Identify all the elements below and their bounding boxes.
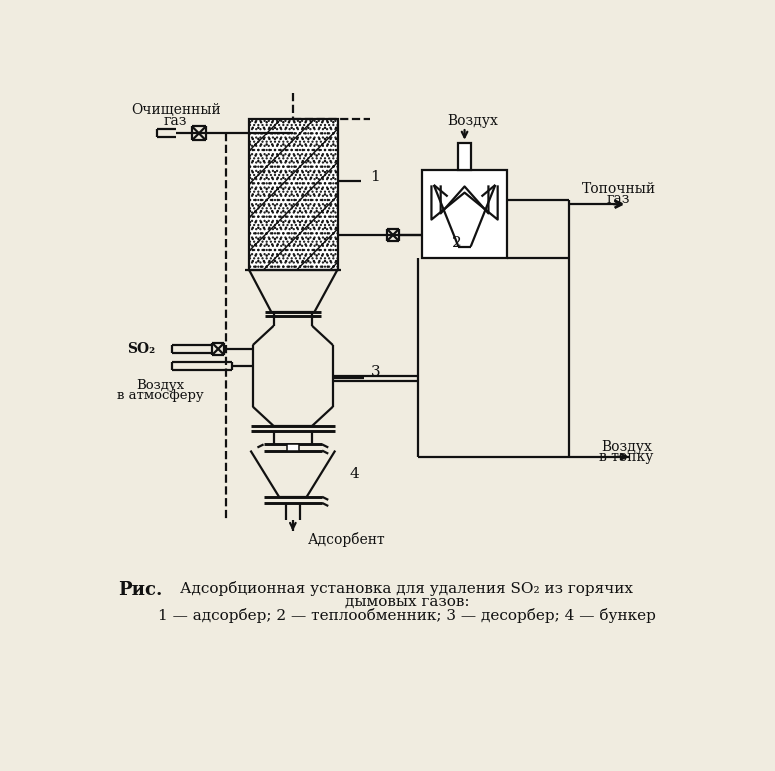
Text: в атмосферу: в атмосферу bbox=[117, 389, 204, 402]
Text: 1: 1 bbox=[370, 170, 380, 184]
Bar bbox=[287, 444, 299, 450]
Text: Рис.: Рис. bbox=[118, 581, 163, 600]
Text: газ: газ bbox=[164, 114, 188, 128]
Text: Очищенный: Очищенный bbox=[131, 103, 221, 117]
Bar bbox=[249, 120, 338, 270]
Text: Адсорбент: Адсорбент bbox=[308, 532, 386, 547]
Bar bbox=[422, 170, 507, 258]
Text: 3: 3 bbox=[370, 365, 380, 379]
Bar bbox=[457, 143, 471, 170]
Text: 1 — адсорбер; 2 — теплообменник; 3 — десорбер; 4 — бункер: 1 — адсорбер; 2 — теплообменник; 3 — дес… bbox=[158, 608, 656, 623]
Text: 4: 4 bbox=[350, 466, 360, 480]
Text: SO₂: SO₂ bbox=[127, 342, 155, 356]
Text: в топку: в топку bbox=[599, 449, 653, 463]
Text: газ: газ bbox=[607, 192, 630, 206]
Bar bbox=[249, 120, 338, 270]
Text: Топочный: Топочный bbox=[581, 182, 656, 196]
Text: 2: 2 bbox=[452, 236, 462, 250]
Text: Воздух: Воздух bbox=[136, 379, 184, 392]
Text: дымовых газов:: дымовых газов: bbox=[345, 594, 469, 608]
Text: Адсорбционная установка для удаления SO₂ из горячих: Адсорбционная установка для удаления SO₂… bbox=[181, 581, 633, 597]
Text: Воздух: Воздух bbox=[601, 440, 652, 454]
Text: Воздух: Воздух bbox=[447, 114, 498, 128]
